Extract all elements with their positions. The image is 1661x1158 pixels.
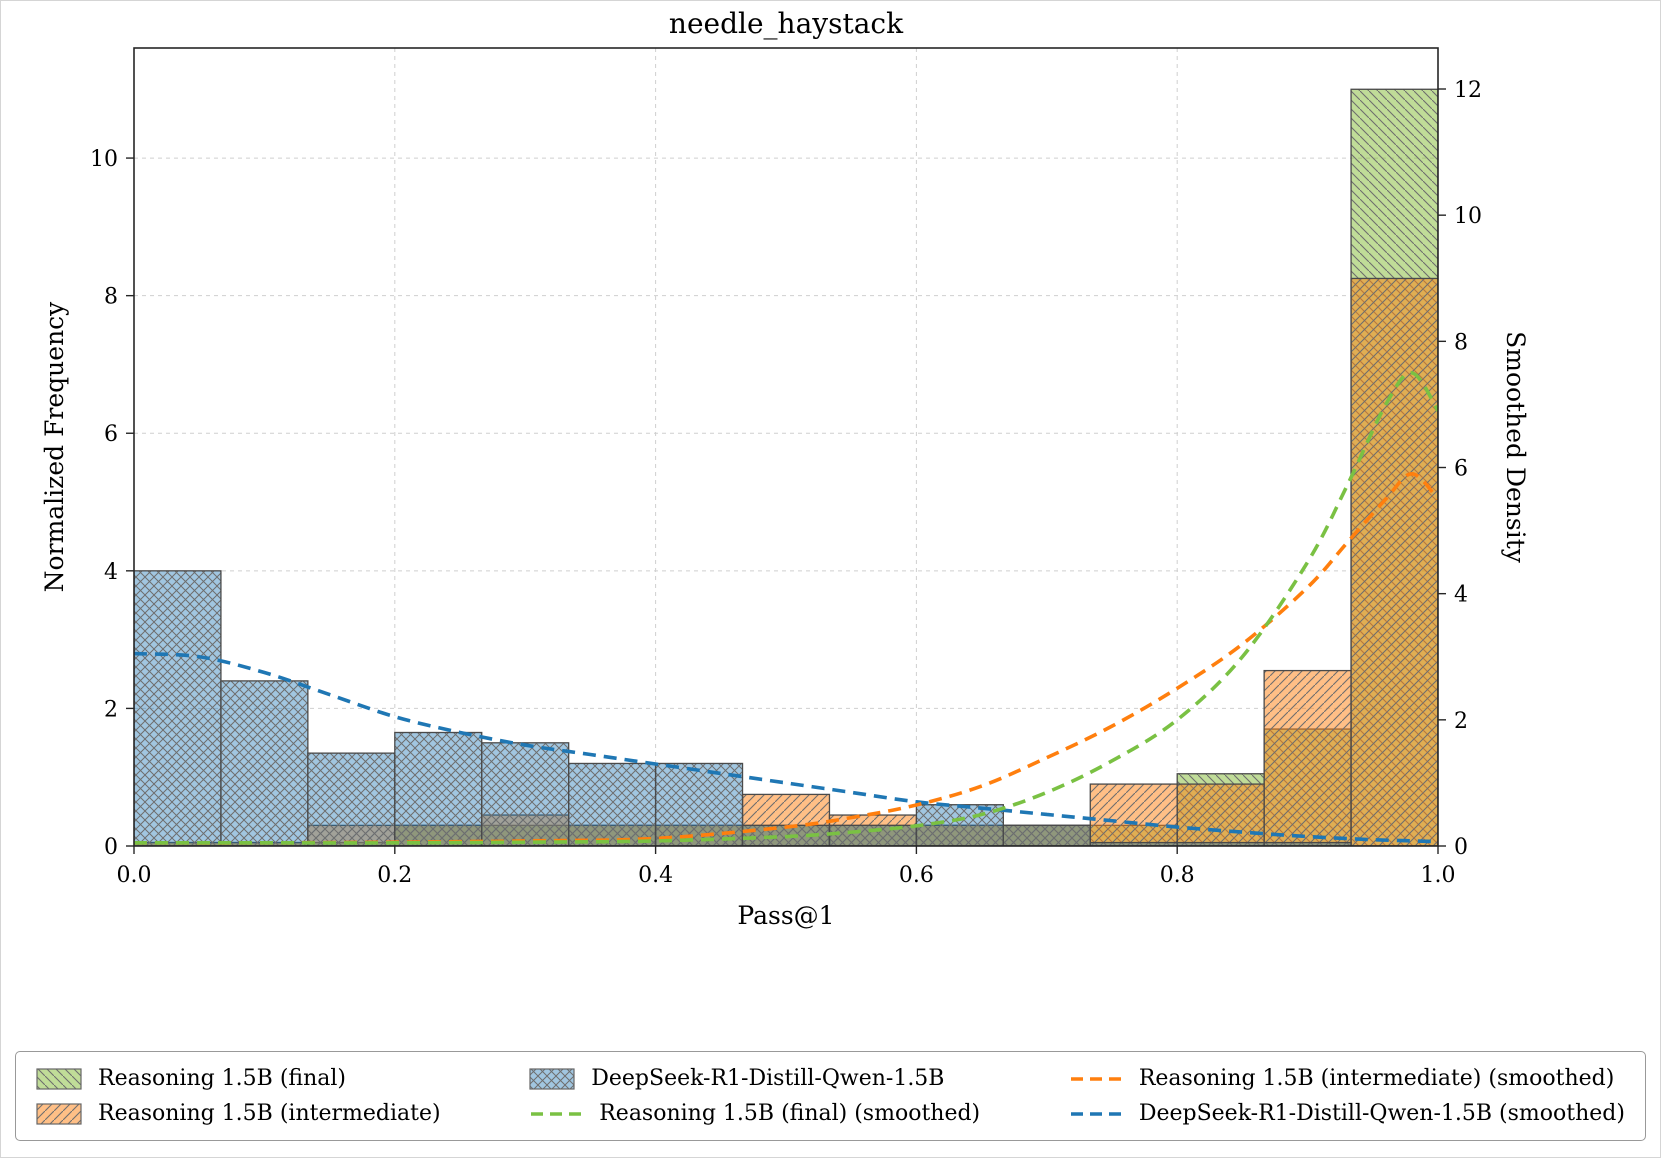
legend-line-swatch bbox=[1070, 1076, 1121, 1081]
axes: 0.0 0.2 0.4 0.6 0.8 1.0 0 2 4 6 8 10 0 2 4 6 8 10 12 bbox=[90, 78, 1482, 888]
y-left-tick-label: 4 bbox=[104, 560, 118, 585]
bar-hatch-intermediate bbox=[1089, 783, 1178, 846]
legend-label: Reasoning 1.5B (final) (smoothed) bbox=[599, 1101, 981, 1126]
legend-line-swatch bbox=[1070, 1111, 1121, 1116]
x-axis-label: Pass@1 bbox=[737, 901, 834, 930]
kde-curves bbox=[134, 371, 1438, 845]
legend-line-swatch bbox=[531, 1111, 582, 1116]
chart-canvas: 0.0 0.2 0.4 0.6 0.8 1.0 0 2 4 6 8 10 0 2 4 6 8 10 12 needle… bbox=[40, 7, 1530, 930]
y-right-tick-label: 12 bbox=[1454, 78, 1482, 103]
chart-title: needle_haystack bbox=[669, 7, 904, 40]
legend-patch-swatch bbox=[36, 1067, 82, 1090]
y-right-tick-label: 4 bbox=[1454, 583, 1468, 608]
y-left-tick-label: 10 bbox=[90, 147, 118, 172]
bar-hatch-deepseek bbox=[568, 762, 657, 846]
bar-hatch-deepseek bbox=[1263, 841, 1352, 846]
plot-border bbox=[133, 47, 1439, 847]
x-tick-label: 0.0 bbox=[117, 863, 152, 888]
legend-label: Reasoning 1.5B (final) bbox=[98, 1066, 346, 1091]
y-left-tick-label: 8 bbox=[104, 285, 118, 310]
bar-hatch-deepseek bbox=[481, 742, 570, 846]
x-tick-label: 0.2 bbox=[377, 863, 412, 888]
legend-patch-swatch bbox=[36, 1102, 82, 1125]
y-right-tick-label: 8 bbox=[1454, 330, 1468, 355]
x-tick-label: 0.6 bbox=[899, 863, 934, 888]
bar-hatch-deepseek bbox=[394, 731, 483, 846]
legend-item-deepseek-smoothed: DeepSeek-R1-Distill-Qwen-1.5B (smoothed) bbox=[1069, 1101, 1625, 1126]
legend: Reasoning 1.5B (final) Reasoning 1.5B (in… bbox=[15, 1051, 1646, 1141]
histogram-bars bbox=[134, 88, 1438, 846]
legend-label: DeepSeek-R1-Distill-Qwen-1.5B (smoothed) bbox=[1138, 1101, 1625, 1126]
y-left-tick-label: 2 bbox=[104, 697, 118, 722]
legend-label: DeepSeek-R1-Distill-Qwen-1.5B bbox=[591, 1066, 945, 1091]
y-right-tick-label: 6 bbox=[1454, 457, 1468, 482]
bar-hatch-intermediate bbox=[1350, 277, 1438, 846]
y-right-tick-label: 0 bbox=[1454, 835, 1468, 860]
y-right-axis-label: Smoothed Density bbox=[1501, 331, 1530, 564]
bar-hatch-deepseek bbox=[307, 752, 396, 846]
legend-patch-swatch bbox=[529, 1067, 575, 1090]
legend-item-final-smoothed: Reasoning 1.5B (final) (smoothed) bbox=[529, 1101, 980, 1126]
y-left-tick-label: 6 bbox=[104, 422, 118, 447]
x-tick-label: 0.4 bbox=[638, 863, 673, 888]
legend-label: Reasoning 1.5B (intermediate) bbox=[98, 1101, 441, 1126]
bar-hatch-deepseek bbox=[828, 824, 918, 846]
bar-hatch-intermediate bbox=[1176, 783, 1265, 846]
bar-hatch-intermediate bbox=[1263, 669, 1352, 846]
legend-label: Reasoning 1.5B (intermediate) (smoothed) bbox=[1138, 1066, 1615, 1091]
gridlines bbox=[134, 48, 1438, 846]
legend-item-deepseek: DeepSeek-R1-Distill-Qwen-1.5B bbox=[529, 1066, 980, 1091]
legend-item-intermediate: Reasoning 1.5B (intermediate) bbox=[36, 1101, 441, 1126]
x-tick-label: 1.0 bbox=[1421, 863, 1456, 888]
bar-hatch-deepseek bbox=[1002, 824, 1091, 846]
legend-item-intermediate-smoothed: Reasoning 1.5B (intermediate) (smoothed) bbox=[1069, 1066, 1625, 1091]
bar-hatch-deepseek bbox=[134, 570, 222, 846]
kde-curve-deepseek bbox=[134, 651, 1438, 844]
bar-hatch-deepseek bbox=[220, 680, 309, 846]
bar-hatch-deepseek bbox=[915, 804, 1004, 846]
y-right-tick-label: 10 bbox=[1454, 204, 1482, 229]
y-right-tick-label: 2 bbox=[1454, 709, 1468, 734]
legend-item-final: Reasoning 1.5B (final) bbox=[36, 1066, 441, 1091]
kde-curve-final bbox=[134, 371, 1438, 845]
x-tick-label: 0.8 bbox=[1160, 863, 1195, 888]
y-left-axis-label: Normalized Frequency bbox=[40, 301, 69, 592]
y-left-tick-label: 0 bbox=[104, 835, 118, 860]
